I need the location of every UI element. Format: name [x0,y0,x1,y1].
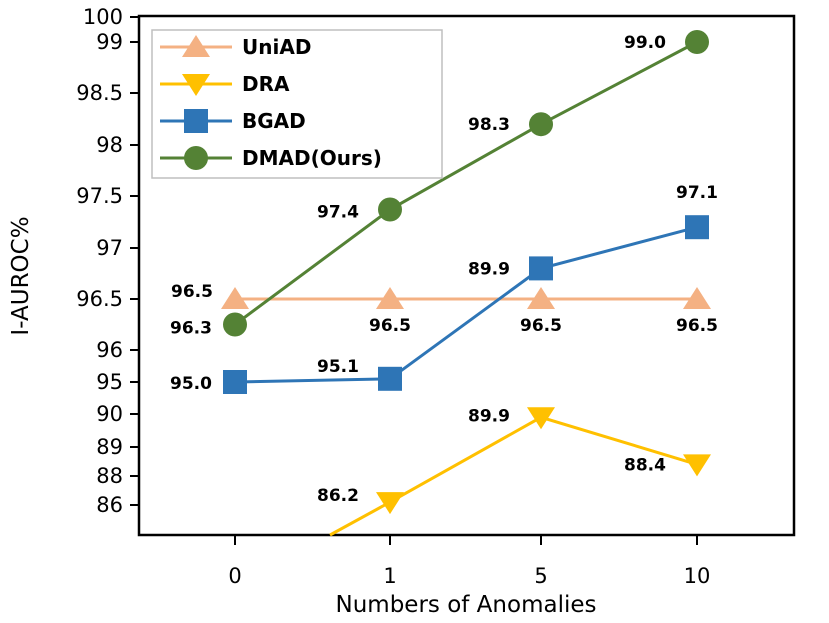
data-label: 89.9 [468,259,510,279]
data-point-marker [527,407,555,430]
data-point-marker [685,30,709,54]
data-point-marker [529,256,553,281]
legend-label: DRA [242,72,290,96]
data-label: 89.9 [468,406,510,426]
data-label: 95.1 [317,357,359,377]
y-tick-label: 98 [96,133,123,157]
x-axis-ticks: 0 1 5 10 [228,535,710,588]
data-point-marker [683,454,711,477]
x-tick-label: 1 [383,564,396,588]
legend-entry-uniad: UniAD [160,35,311,59]
legend-marker [184,109,208,133]
legend: UniAD DRA BGAD DMAD(Ours) [151,29,443,179]
data-label: 86.2 [317,486,359,506]
series-uniad [221,287,711,309]
data-point-marker [527,287,555,309]
x-tick-label: 10 [684,564,711,588]
data-point-marker [221,287,249,309]
y-tick-label: 98.5 [76,81,123,105]
data-label: 95.0 [170,374,212,394]
legend-entry-bgad: BGAD [160,109,306,133]
series-layer [221,30,711,537]
y-tick-label: 95 [96,370,123,394]
y-tick-label: 90 [96,402,123,426]
legend-label: BGAD [242,109,306,133]
data-point-marker [376,287,404,309]
data-label: 96.3 [170,319,212,339]
series-line [234,225,698,384]
data-point-marker [378,197,402,222]
data-label: 96.5 [369,316,411,336]
y-tick-label: 97 [96,236,123,260]
legend-marker [182,74,210,96]
data-point-marker [685,215,709,240]
x-axis-title: Numbers of Anomalies [336,592,597,618]
series-line [234,40,698,326]
y-tick-label: 97.5 [76,184,123,208]
y-tick-label: 88 [96,464,123,488]
data-point-marker [529,112,553,137]
data-point-marker [223,312,247,337]
data-label-layer: 96.5 96.5 96.5 96.5 86.2 89.9 88.4 95.0 95.1 89.9… [170,33,718,506]
y-tick-label: 89 [96,435,123,459]
legend-label: DMAD(Ours) [242,146,382,170]
data-label: 96.5 [676,316,718,336]
data-point-marker [223,370,247,394]
y-axis-title: I-AUROC% [8,216,34,335]
data-label: 97.1 [676,183,718,203]
y-tick-label: 100 [83,5,123,29]
data-point-marker [683,287,711,309]
data-label: 96.5 [171,282,213,302]
data-point-marker [376,492,404,515]
data-label: 98.3 [468,115,510,135]
series-dmad-ours- [223,30,709,337]
series-bgad [223,215,709,394]
series-dra [329,407,711,537]
y-tick-label: 86 [96,493,123,517]
x-tick-label: 5 [534,564,547,588]
y-tick-label: 96.5 [76,287,123,311]
legend-marker [182,35,210,57]
plot-frame [137,14,796,537]
y-tick-label: 96 [96,338,123,362]
data-label: 99.0 [624,33,666,53]
legend-entry-dmad-ours-: DMAD(Ours) [160,146,382,170]
x-tick-label: 0 [228,564,241,588]
legend-entry-dra: DRA [160,72,290,96]
y-tick-label: 99 [96,30,123,54]
legend-label: UniAD [242,35,311,59]
series-line-segment [329,500,391,537]
data-point-marker [378,366,402,391]
data-label: 97.4 [317,203,359,223]
data-label: 96.5 [520,316,562,336]
data-label: 88.4 [624,455,666,475]
legend-marker [184,146,208,170]
